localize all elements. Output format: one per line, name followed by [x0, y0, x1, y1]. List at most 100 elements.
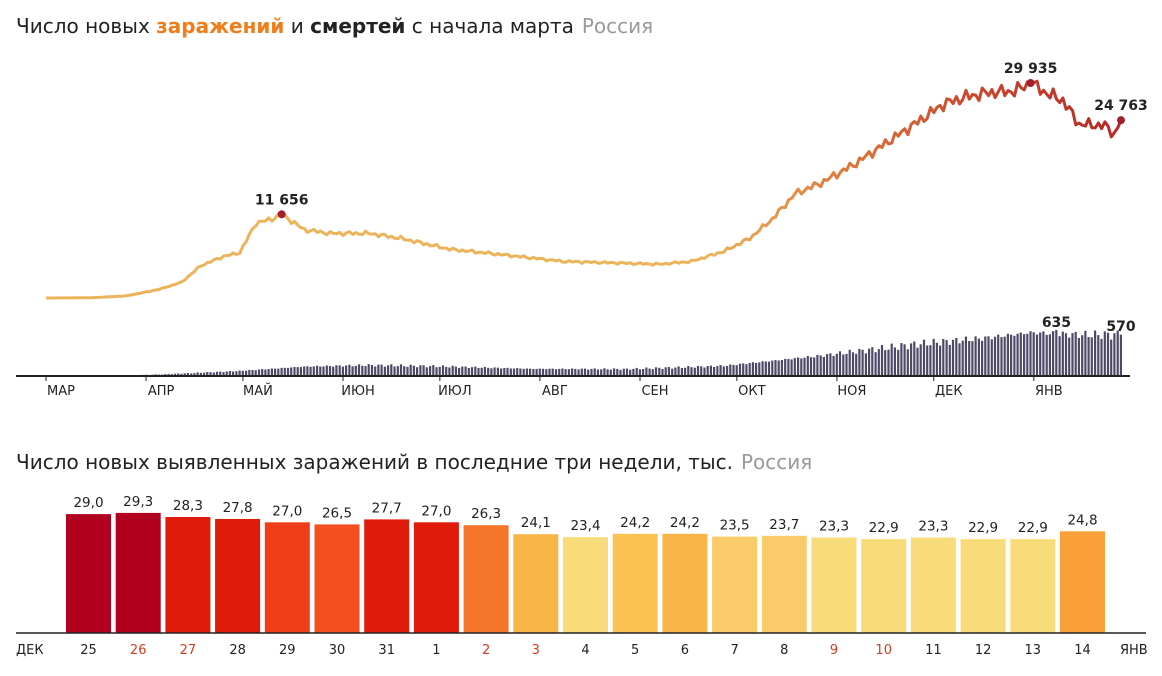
- death-bar: [551, 368, 554, 376]
- death-bar: [245, 370, 248, 376]
- death-bar: [425, 367, 428, 376]
- death-bar: [784, 358, 787, 376]
- death-bar: [813, 357, 816, 376]
- death-bar: [538, 368, 541, 376]
- daily-bar-value: 29,0: [73, 495, 103, 511]
- death-bar: [306, 366, 309, 376]
- death-bar: [645, 367, 648, 376]
- daily-bar: [761, 535, 807, 633]
- death-bar: [877, 349, 880, 376]
- death-bar: [1052, 331, 1055, 376]
- death-bar: [248, 369, 251, 376]
- death-bar: [319, 366, 322, 376]
- death-bar: [606, 369, 609, 376]
- death-bar: [1035, 334, 1039, 376]
- death-bar: [816, 354, 819, 376]
- death-bar: [290, 367, 293, 376]
- death-bar: [361, 365, 364, 376]
- death-bar: [648, 368, 651, 376]
- death-bar: [345, 365, 348, 376]
- death-bar: [561, 368, 564, 376]
- infection-peak-dot: [1117, 116, 1125, 125]
- death-bar: [357, 364, 361, 376]
- death-bar: [441, 365, 445, 376]
- death-bar: [532, 369, 535, 376]
- death-bar: [332, 366, 335, 376]
- death-bar: [713, 367, 716, 376]
- day-tick-label: 5: [631, 643, 639, 658]
- daily-bar-value: 22,9: [968, 520, 998, 536]
- death-bar: [506, 367, 509, 376]
- day-tick-label: 9: [830, 643, 838, 658]
- daily-bar-value: 22,9: [869, 520, 899, 536]
- death-bar: [1077, 338, 1080, 376]
- death-bar: [261, 369, 264, 376]
- death-bar: [396, 366, 399, 376]
- infection-peak-dot: [1026, 79, 1035, 87]
- death-bar: [567, 369, 570, 376]
- death-bar: [719, 365, 722, 376]
- death-bar: [922, 339, 926, 376]
- day-tick-label: 13: [1025, 643, 1042, 658]
- death-bar: [680, 368, 683, 376]
- death-bar: [855, 353, 858, 376]
- death-bar: [432, 365, 435, 376]
- death-bar: [687, 366, 690, 376]
- death-bar: [241, 370, 244, 376]
- daily-bar-value: 23,3: [918, 519, 948, 535]
- death-bar: [571, 368, 574, 376]
- death-bar: [609, 369, 612, 376]
- death-bar: [522, 368, 525, 376]
- death-bar: [677, 366, 680, 376]
- death-bar: [274, 368, 277, 376]
- death-bar: [690, 367, 693, 376]
- death-bar: [984, 336, 987, 376]
- death-bar: [887, 349, 890, 376]
- death-bar: [393, 366, 396, 376]
- death-bar: [703, 367, 706, 376]
- death-bar: [1045, 334, 1048, 376]
- death-bar: [693, 367, 696, 376]
- death-bar: [961, 340, 964, 376]
- daily-bar: [115, 512, 161, 633]
- death-bar: [826, 354, 829, 376]
- daily-bar-value: 27,8: [223, 500, 253, 516]
- death-bar: [322, 366, 325, 376]
- death-bar: [225, 371, 228, 376]
- daily-bar: [66, 514, 111, 633]
- death-bar: [1074, 331, 1077, 376]
- death-bar: [470, 367, 474, 376]
- daily-bar: [1060, 531, 1105, 633]
- infections-line: [46, 79, 1123, 300]
- death-bar: [619, 369, 622, 376]
- death-bar: [838, 351, 842, 376]
- death-bar: [987, 336, 990, 376]
- death-bar: [642, 369, 645, 376]
- death-bar: [661, 369, 664, 376]
- death-bar: [755, 362, 758, 376]
- death-bar: [932, 338, 935, 376]
- day-tick-label: 10: [875, 643, 892, 658]
- death-bar: [251, 370, 254, 376]
- death-bar: [1003, 336, 1006, 376]
- death-bar: [942, 339, 945, 376]
- death-bar: [580, 368, 583, 376]
- death-bar: [809, 357, 813, 376]
- death-bar: [1087, 337, 1090, 376]
- death-bar: [951, 339, 955, 376]
- death-bar: [493, 367, 496, 376]
- death-bar: [722, 366, 725, 376]
- death-bar: [990, 339, 993, 376]
- daily-bar-value: 22,9: [1018, 520, 1048, 536]
- day-tick-label: 27: [180, 643, 197, 658]
- death-bar: [206, 372, 209, 376]
- death-bar: [1106, 332, 1110, 376]
- death-bar: [299, 367, 302, 376]
- death-bar: [286, 367, 290, 376]
- death-bar: [180, 373, 183, 376]
- death-bar: [667, 367, 670, 376]
- death-bar: [968, 341, 971, 376]
- daily-bar: [314, 524, 360, 633]
- death-bar: [1019, 332, 1022, 376]
- death-bar: [981, 340, 984, 376]
